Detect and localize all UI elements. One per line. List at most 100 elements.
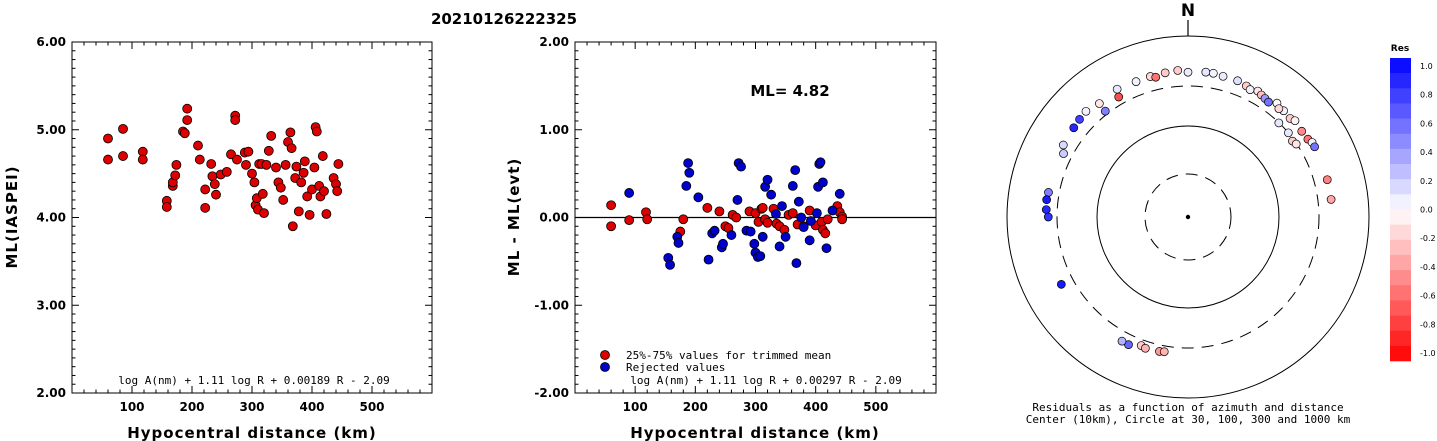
residual-vs-distance-panel: -2.00 -1.00 0.00 1.00 2.00 100 200 300 400 500 M… bbox=[505, 35, 937, 441]
residual-point-series-1 bbox=[693, 192, 704, 203]
colorbar-tick-label: -0.2 bbox=[1420, 234, 1436, 243]
station-point bbox=[1322, 175, 1332, 185]
residual-point-series-1 bbox=[757, 231, 768, 242]
station-point bbox=[1058, 140, 1068, 150]
ml-point-series-0 bbox=[266, 130, 277, 141]
residual-point-series-1 bbox=[834, 188, 845, 199]
residual-point-series-1 bbox=[811, 208, 822, 219]
colorbar-tick-label: -1.0 bbox=[1420, 349, 1436, 358]
station-point bbox=[1043, 212, 1053, 222]
residual-y-tick-label: -2.00 bbox=[534, 386, 569, 400]
ml-point-series-0 bbox=[137, 154, 148, 165]
polar-caption-line1: Residuals as a function of azimuth and d… bbox=[1032, 401, 1343, 414]
residual-point-series-0 bbox=[820, 228, 831, 239]
epicenter-marker bbox=[1185, 214, 1191, 220]
legend-trimmed-mean-label: 25%-75% values for trimmed mean bbox=[626, 349, 831, 362]
ml-formula: log A(nm) + 1.11 log R + 0.00189 R - 2.0… bbox=[118, 374, 390, 387]
station-point bbox=[1141, 343, 1150, 353]
residual-point-series-1 bbox=[777, 201, 787, 211]
residual-y-tick-label: 0.00 bbox=[539, 211, 569, 225]
residual-x-ticks: 100 200 300 400 500 bbox=[586, 42, 925, 414]
ml-point-series-0 bbox=[221, 166, 232, 177]
circle-30km bbox=[1144, 173, 1232, 261]
station-point bbox=[1274, 104, 1284, 114]
ml-point-series-0 bbox=[286, 143, 297, 154]
residual-y-tick-label: 1.00 bbox=[539, 123, 569, 137]
ml-y-axis-label: ML(IASPEI) bbox=[3, 165, 21, 268]
station-point bbox=[1160, 68, 1170, 78]
colorbar-tick-label: 0.4 bbox=[1420, 148, 1433, 157]
ml-point-series-0 bbox=[296, 177, 307, 188]
ml-point-series-0 bbox=[200, 184, 211, 195]
ml-point-series-0 bbox=[298, 167, 309, 178]
ml-point-series-0 bbox=[247, 168, 257, 179]
station-point bbox=[1284, 128, 1293, 138]
residual-point-series-1 bbox=[766, 189, 777, 200]
ml-x-tick-label: 300 bbox=[239, 400, 264, 414]
ml-point-series-0 bbox=[179, 128, 190, 139]
colorbar-swatch bbox=[1390, 88, 1411, 104]
outer-circle-1000km bbox=[1006, 35, 1370, 399]
ml-point-series-0 bbox=[171, 159, 182, 170]
residual-point-series-1 bbox=[726, 230, 737, 240]
ml-point-series-0 bbox=[230, 115, 241, 125]
colorbar-swatch bbox=[1390, 194, 1411, 210]
residual-point-series-1 bbox=[771, 209, 781, 219]
ml-point-series-0 bbox=[311, 126, 322, 137]
ml-y-tick-label: 2.00 bbox=[36, 386, 66, 400]
colorbar-tick-label: 0.6 bbox=[1420, 119, 1433, 128]
residual-point-series-1 bbox=[805, 216, 816, 226]
colorbar-swatch bbox=[1390, 285, 1411, 301]
residual-point-series-1 bbox=[683, 158, 694, 168]
ml-point-series-0 bbox=[287, 221, 298, 232]
ml-point-series-0 bbox=[170, 170, 181, 181]
residual-point-series-1 bbox=[780, 231, 791, 242]
ml-points bbox=[103, 103, 344, 232]
residual-x-tick-label: 300 bbox=[743, 400, 768, 414]
circle-300km bbox=[1056, 85, 1320, 349]
residual-point-series-1 bbox=[709, 225, 720, 236]
ml-point-series-0 bbox=[332, 186, 343, 197]
ml-point-series-0 bbox=[232, 154, 242, 165]
colorbar-swatch bbox=[1390, 224, 1411, 241]
ml-point-series-0 bbox=[321, 209, 332, 219]
colorbar-swatch bbox=[1390, 103, 1411, 119]
station-point bbox=[1233, 76, 1242, 86]
legend-rejected-label: Rejected values bbox=[626, 361, 725, 374]
residual-point-series-1 bbox=[749, 238, 760, 249]
ml-point-series-0 bbox=[182, 115, 193, 125]
ml-event-annotation: ML= 4.82 bbox=[750, 82, 829, 100]
ml-point-series-0 bbox=[200, 202, 211, 213]
residual-point-series-1 bbox=[774, 241, 785, 252]
ml-point-series-0 bbox=[243, 146, 254, 157]
residual-point-series-1 bbox=[796, 212, 807, 223]
residual-y-tick-label: -1.00 bbox=[534, 298, 569, 312]
station-point bbox=[1059, 149, 1068, 158]
colorbar-swatch bbox=[1390, 270, 1411, 286]
station-point bbox=[1291, 139, 1301, 149]
station-point bbox=[1218, 71, 1228, 81]
ml-point-series-0 bbox=[118, 151, 128, 161]
colorbar-tick-label: -0.8 bbox=[1420, 320, 1436, 329]
colorbar-tick-label: 0.0 bbox=[1420, 206, 1433, 215]
residual-point-series-0 bbox=[787, 208, 798, 219]
residual-point-series-1 bbox=[718, 238, 728, 249]
ml-point-series-0 bbox=[309, 162, 320, 173]
station-point bbox=[1056, 280, 1066, 289]
ml-point-series-0 bbox=[103, 133, 113, 144]
ml-point-series-0 bbox=[280, 159, 291, 170]
station-point bbox=[1264, 97, 1273, 107]
colorbar-swatch bbox=[1390, 300, 1411, 316]
station-point bbox=[1151, 72, 1161, 82]
residual-point-series-0 bbox=[702, 202, 713, 213]
residual-y-axis-label: ML - ML(evt) bbox=[505, 158, 523, 276]
ml-y-tick-label: 5.00 bbox=[36, 123, 66, 137]
colorbar-tick-label: -0.6 bbox=[1420, 292, 1436, 301]
residual-point-series-0 bbox=[757, 202, 768, 213]
colorbar-swatch bbox=[1390, 209, 1411, 225]
residual-point-series-1 bbox=[791, 258, 802, 269]
ml-y-tick-label: 4.00 bbox=[36, 211, 66, 225]
ml-point-series-0 bbox=[304, 209, 315, 220]
ml-point-series-0 bbox=[302, 191, 313, 202]
residual-point-series-1 bbox=[787, 181, 798, 191]
